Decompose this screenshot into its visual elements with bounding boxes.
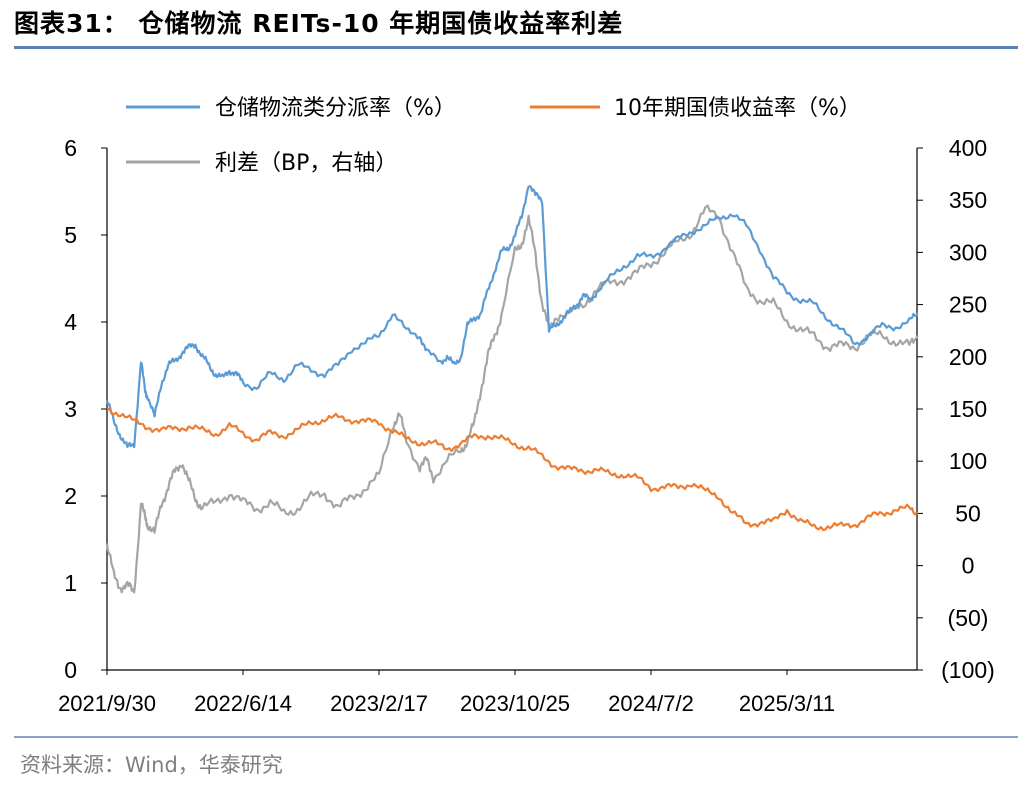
series-10y-bond-yield	[106, 407, 918, 532]
x-tick-label: 2023/2/17	[330, 691, 428, 716]
left-tick-label: 3	[64, 396, 77, 422]
left-tick-label: 0	[64, 657, 77, 683]
right-tick-label: 350	[949, 187, 987, 213]
left-tick-label: 2	[64, 483, 77, 509]
x-tick-label: 2025/3/11	[739, 691, 835, 716]
x-tick-label: 2022/6/14	[194, 691, 292, 716]
right-tick-label: 400	[949, 135, 987, 161]
left-tick-label: 5	[64, 222, 77, 248]
x-tick-label: 2024/7/2	[608, 691, 694, 716]
right-tick-label: 150	[949, 396, 987, 422]
right-tick-label: (50)	[948, 605, 989, 631]
legend-item-spread: 利差（BP，右轴）	[215, 151, 397, 176]
title-rule	[14, 46, 1018, 49]
left-tick-label: 4	[64, 309, 77, 335]
source-rule	[14, 736, 1018, 738]
legend-item-dividend-yield: 仓储物流类分派率（%）	[215, 96, 456, 121]
right-tick-label: 250	[949, 292, 987, 318]
left-tick-label: 1	[64, 570, 77, 596]
right-tick-label: 300	[949, 239, 987, 265]
right-tick-label: (100)	[941, 657, 995, 683]
right-tick-label: 200	[949, 344, 987, 370]
right-tick-label: 50	[955, 500, 981, 526]
left-tick-label: 6	[64, 135, 77, 161]
x-tick-label: 2023/10/25	[460, 691, 570, 716]
series-spread	[105, 204, 919, 594]
figure-title: 图表31： 仓储物流 REITs-10 年期国债收益率利差	[14, 9, 624, 38]
right-tick-label: 0	[962, 553, 975, 579]
x-tick-label: 2021/9/30	[58, 691, 156, 716]
right-tick-label: 100	[949, 448, 987, 474]
legend-item-10y-bond-yield: 10年期国债收益率（%）	[614, 96, 861, 121]
series-dividend-yield	[105, 185, 919, 449]
source-note: 资料来源：Wind，华泰研究	[20, 753, 283, 777]
